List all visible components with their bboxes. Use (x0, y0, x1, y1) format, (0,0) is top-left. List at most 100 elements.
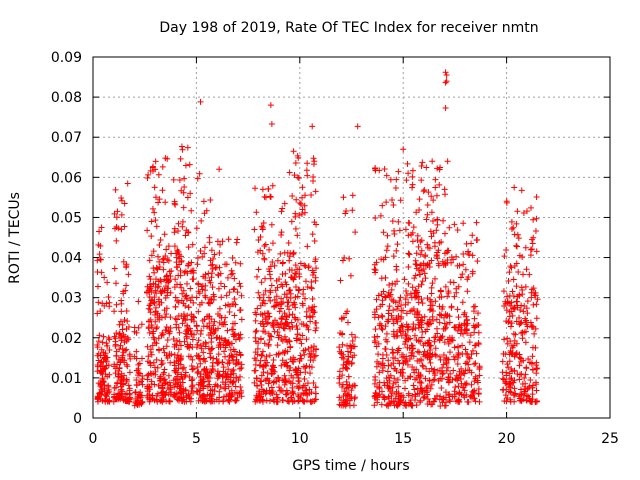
data-point (518, 284, 525, 291)
data-point (342, 397, 349, 404)
data-point (150, 334, 157, 341)
data-point (195, 337, 202, 344)
data-point (261, 256, 268, 263)
data-point (411, 396, 418, 403)
data-point (189, 241, 196, 248)
data-point (184, 194, 191, 201)
data-point (173, 250, 180, 257)
data-point (257, 302, 264, 309)
data-point (113, 353, 120, 360)
data-point (201, 365, 208, 372)
data-point (381, 396, 388, 403)
data-point (98, 391, 105, 398)
data-point (160, 369, 167, 376)
data-point (374, 394, 381, 401)
data-point (402, 301, 409, 308)
data-point (310, 155, 317, 162)
data-point (432, 298, 439, 305)
data-point (96, 332, 103, 339)
data-point (189, 382, 196, 389)
data-point (513, 260, 520, 267)
data-point (442, 389, 449, 396)
data-point (95, 241, 102, 248)
data-point (175, 272, 182, 279)
data-point (410, 224, 417, 231)
data-point (236, 334, 243, 341)
data-point (438, 384, 445, 391)
data-point (514, 208, 521, 215)
data-point (95, 338, 102, 345)
data-point (221, 348, 228, 355)
data-point (429, 218, 436, 225)
data-point (529, 240, 536, 247)
data-point (151, 397, 158, 404)
data-point (234, 289, 241, 296)
data-point (349, 337, 356, 344)
data-point (187, 297, 194, 304)
data-point (197, 379, 204, 386)
data-point (499, 369, 506, 376)
data-point (515, 235, 522, 242)
data-point (294, 293, 301, 300)
data-point (261, 300, 268, 307)
data-point (200, 198, 207, 205)
data-point (199, 253, 206, 260)
data-point (445, 288, 452, 295)
data-point (377, 303, 384, 310)
data-point (159, 389, 166, 396)
data-point (102, 350, 109, 357)
y-tick-label: 0.09 (51, 50, 82, 66)
data-point (211, 398, 218, 405)
data-point (508, 218, 515, 225)
data-point (373, 390, 380, 397)
data-point (350, 402, 357, 409)
data-point (216, 388, 223, 395)
data-point (389, 197, 396, 204)
data-point (173, 337, 180, 344)
data-point (298, 321, 305, 328)
data-point (303, 322, 310, 329)
data-point (262, 363, 269, 370)
data-point (431, 239, 438, 246)
data-point (453, 324, 460, 331)
data-point (187, 190, 194, 197)
data-point (371, 333, 378, 340)
data-point (467, 332, 474, 339)
data-point (511, 398, 518, 405)
data-point (163, 327, 170, 334)
data-point (443, 72, 450, 79)
data-point (268, 221, 275, 228)
data-point (533, 301, 540, 308)
data-point (230, 286, 237, 293)
data-point (188, 207, 195, 214)
data-point (164, 336, 171, 343)
data-point (338, 402, 345, 409)
data-point (474, 322, 481, 329)
data-point (118, 370, 125, 377)
data-point (151, 184, 158, 191)
data-point (124, 334, 131, 341)
data-point (372, 337, 379, 344)
data-point (208, 345, 215, 352)
data-point (295, 365, 302, 372)
data-point (176, 329, 183, 336)
data-point (153, 325, 160, 332)
data-point (184, 144, 191, 151)
data-point (159, 187, 166, 194)
data-point (460, 251, 467, 258)
data-point (437, 375, 444, 382)
data-point (507, 383, 514, 390)
data-point (345, 384, 352, 391)
data-point (506, 269, 513, 276)
data-point (304, 160, 311, 167)
data-point (147, 276, 154, 283)
data-point (231, 296, 238, 303)
data-point (426, 343, 433, 350)
data-point (123, 346, 130, 353)
data-point (394, 347, 401, 354)
data-point (522, 388, 529, 395)
data-point (307, 370, 314, 377)
data-point (287, 250, 294, 257)
data-point (298, 210, 305, 217)
data-point (126, 385, 133, 392)
